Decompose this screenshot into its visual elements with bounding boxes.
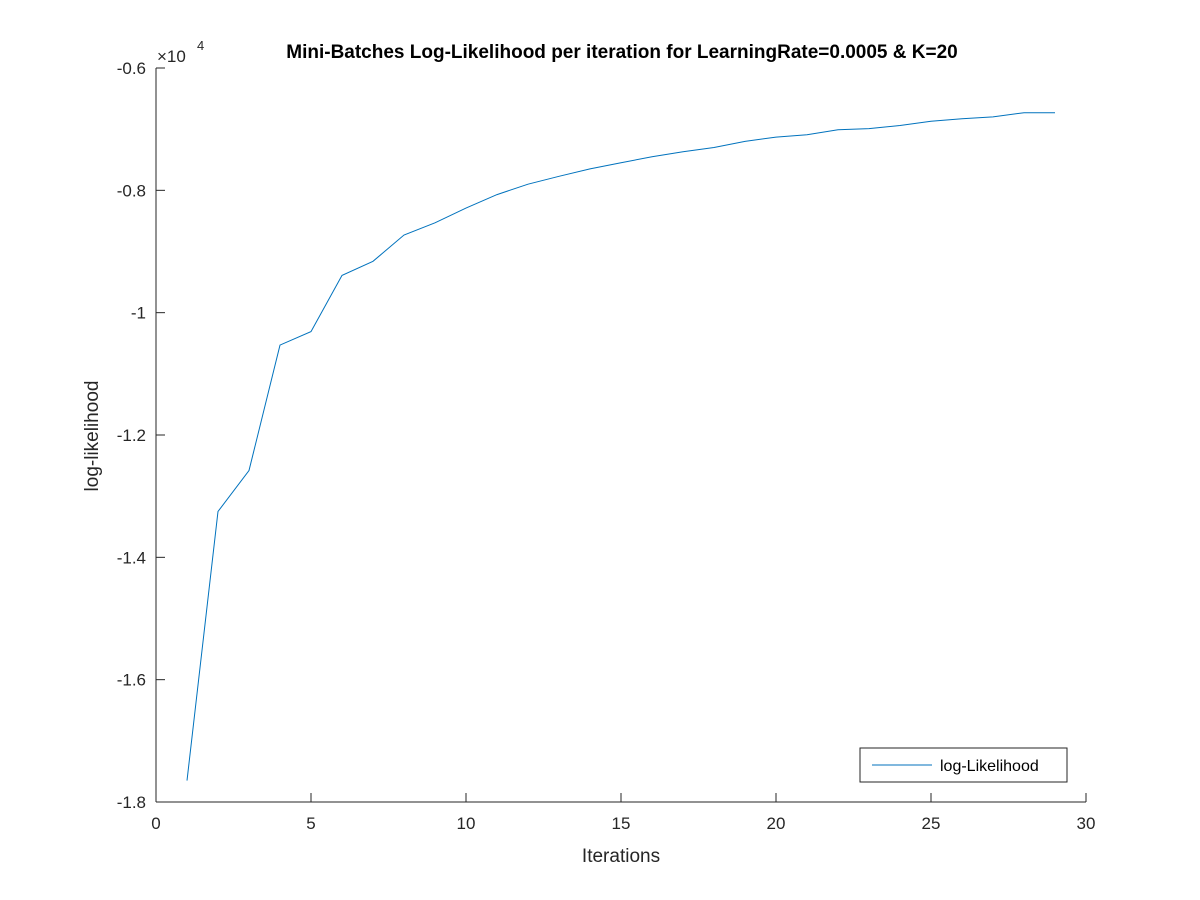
data-point [404,235,405,236]
chart-title: Mini-Batches Log-Likelihood per iteratio… [286,42,957,63]
data-point [187,780,188,781]
x-axis-label: Iterations [582,846,660,867]
data-point [993,116,994,117]
y-tick-label: -1.6 [117,671,146,690]
data-point [311,331,312,332]
x-tick-label: 10 [457,814,476,833]
legend: log-Likelihood [859,747,1068,783]
data-point [342,275,343,276]
data-point [745,141,746,142]
y-tick-label: -0.6 [117,59,146,78]
y-tick-label: -1.4 [117,548,146,567]
data-point [714,147,715,148]
data-point [683,151,684,152]
data-point [1024,112,1025,113]
data-point [621,162,622,163]
legend-entry-label: log-Likelihood [940,758,1039,775]
data-point [218,511,219,512]
data-point [528,184,529,185]
data-point [497,194,498,195]
data-point [435,222,436,223]
x-tick-label: 30 [1077,814,1096,833]
data-point [807,134,808,135]
axis-ticks: 0 5 10 15 20 25 30 -1.8 -1.6 -1.4 -1.2 -1 -0.8 -0.6 [117,59,1096,833]
y-exponent-power: 4 [197,38,204,53]
x-tick-label: 25 [922,814,941,833]
y-tick-label: -1.8 [117,793,146,812]
series-layer [186,112,1056,781]
data-point [962,118,963,119]
y-exponent-base: ×10 [157,47,186,66]
data-point [373,261,374,262]
data-point [249,470,250,471]
series-line-log-likelihood [186,112,1055,781]
data-point [838,129,839,130]
x-tick-label: 20 [767,814,786,833]
data-point [776,137,777,138]
y-exponent-label: ×10 4 [157,38,204,66]
data-point [466,208,467,209]
data-point [590,168,591,169]
y-tick-label: -0.8 [117,181,146,200]
data-point [931,121,932,122]
data-point [1055,112,1056,113]
data-point [559,176,560,177]
y-axis-label: log-likelihood [82,381,103,492]
y-tick-label: -1.2 [117,426,146,445]
x-tick-label: 0 [151,814,160,833]
data-point [900,125,901,126]
data-point [280,345,281,346]
data-point [652,156,653,157]
data-point [869,128,870,129]
y-tick-label: -1 [131,304,146,323]
x-tick-label: 15 [612,814,631,833]
x-tick-label: 5 [306,814,315,833]
